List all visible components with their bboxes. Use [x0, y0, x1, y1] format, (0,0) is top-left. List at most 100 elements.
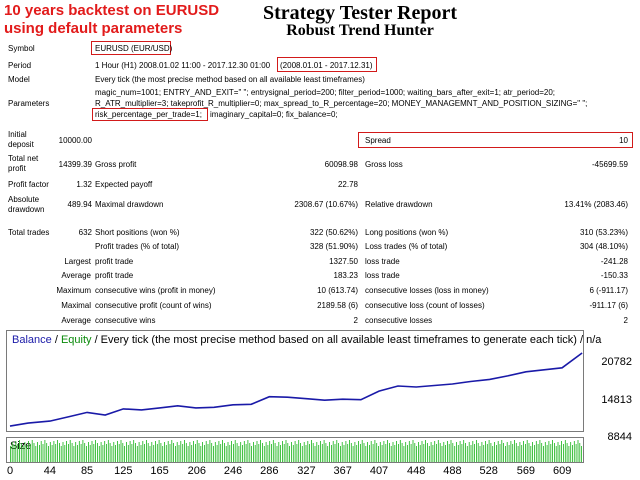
x-tick-label: 286	[260, 465, 279, 477]
volume-bar	[24, 442, 26, 462]
x-tick-label: 0	[6, 465, 14, 477]
volume-bar	[178, 445, 180, 462]
maximal-consecutive-profit-value: 2189.58 (6)	[317, 301, 358, 310]
volume-bar	[167, 441, 169, 462]
volume-bar	[113, 442, 115, 462]
volume-bar	[456, 442, 457, 462]
volume-bar	[164, 442, 165, 462]
absolute-drawdown-label-1: Absolute	[8, 195, 40, 204]
average-consecutive-wins-label: consecutive wins	[95, 316, 156, 325]
volume-bar	[243, 441, 245, 462]
volume-bar	[421, 441, 423, 462]
volume-bar	[577, 440, 579, 462]
average-profit-label: profit trade	[95, 271, 134, 280]
volume-bar	[392, 442, 394, 462]
volume-bar	[512, 444, 514, 462]
volume-bar	[151, 442, 153, 462]
volume-bar	[370, 441, 372, 462]
volume-bar	[572, 445, 573, 462]
largest-profit-value: 1327.50	[329, 257, 358, 266]
volume-bar	[403, 446, 405, 462]
volume-bar	[503, 443, 504, 462]
volume-bar	[432, 445, 434, 462]
volume-bar	[40, 441, 42, 462]
volume-bar	[490, 443, 492, 462]
volume-bar	[439, 443, 441, 462]
volume-bar	[437, 440, 439, 462]
max-consecutive-wins-label: consecutive wins (profit in money)	[95, 286, 216, 295]
volume-bar	[441, 446, 443, 462]
x-tick-label: 448	[406, 465, 426, 477]
volume-bar	[345, 441, 347, 462]
volume-bar	[360, 444, 361, 462]
volume-bar	[191, 445, 193, 462]
volume-bar	[265, 442, 267, 462]
volume-bar	[258, 444, 260, 462]
volume-bar	[521, 445, 523, 462]
volume-bar	[321, 444, 323, 462]
volume-bar	[80, 444, 82, 462]
volume-bar	[468, 442, 470, 462]
legend-balance: Balance	[12, 334, 52, 346]
volume-bar	[218, 441, 220, 462]
max-consecutive-wins-value: 10 (613.74)	[317, 286, 358, 295]
volume-bar	[280, 445, 281, 462]
volume-bar	[131, 444, 133, 462]
volume-bar	[39, 445, 40, 462]
volume-bar	[381, 445, 383, 462]
volume-bar	[418, 442, 419, 462]
volume-bar	[236, 443, 238, 462]
volume-bar	[554, 443, 555, 462]
volume-bar	[104, 441, 106, 462]
volume-bar	[98, 446, 100, 462]
maximal-consecutive-profit-label: consecutive profit (count of wins)	[95, 301, 212, 310]
volume-bar	[13, 445, 15, 462]
volume-bar	[142, 441, 144, 462]
volume-bar	[229, 445, 231, 462]
volume-bar	[581, 446, 582, 462]
volume-bar	[390, 446, 392, 462]
average-consecutive-wins-value: 2	[353, 316, 358, 325]
volume-bar	[106, 444, 107, 462]
volume-bar	[494, 442, 495, 462]
volume-bar	[37, 442, 38, 462]
volume-bar	[548, 441, 550, 462]
volume-bar	[486, 444, 488, 462]
volume-bar	[224, 443, 225, 462]
volume-bar	[233, 444, 234, 462]
volume-bar	[305, 445, 307, 462]
volume-bar	[122, 443, 124, 462]
maximal-drawdown-value: 2308.67 (10.67%)	[294, 200, 358, 209]
volume-bar	[82, 440, 84, 462]
report-subtitle: Robust Trend Hunter	[286, 22, 434, 39]
volume-bar	[550, 444, 552, 462]
volume-bar	[222, 440, 223, 462]
volume-bar	[354, 442, 356, 462]
volume-bar	[73, 446, 75, 462]
volume-bar	[93, 444, 95, 462]
size-label: Size	[10, 440, 32, 452]
spread-label: Spread	[365, 136, 391, 145]
volume-bar	[510, 441, 512, 462]
x-tick-label: 407	[369, 465, 389, 477]
volume-bar	[238, 446, 240, 462]
gross-loss-label: Gross loss	[365, 160, 403, 169]
spread-highlight-box	[358, 132, 633, 148]
volume-bar	[91, 441, 93, 462]
total-net-profit-label-2: profit	[8, 164, 26, 173]
volume-bar	[100, 442, 102, 462]
volume-bar	[126, 442, 127, 462]
volume-bar	[26, 445, 28, 462]
volume-bar	[60, 446, 62, 462]
relative-drawdown-label: Relative drawdown	[365, 200, 433, 209]
volume-bar	[120, 440, 122, 462]
volume-bar	[33, 443, 35, 462]
volume-bar	[447, 441, 448, 462]
risk-param-highlight-box	[92, 108, 208, 121]
volume-bar	[278, 442, 280, 462]
volume-bar	[465, 443, 466, 462]
x-tick-label: 609	[552, 465, 572, 477]
profit-trades-value: 328 (51.90%)	[309, 242, 358, 251]
volume-bar	[64, 445, 66, 462]
volume-bar	[269, 441, 271, 462]
